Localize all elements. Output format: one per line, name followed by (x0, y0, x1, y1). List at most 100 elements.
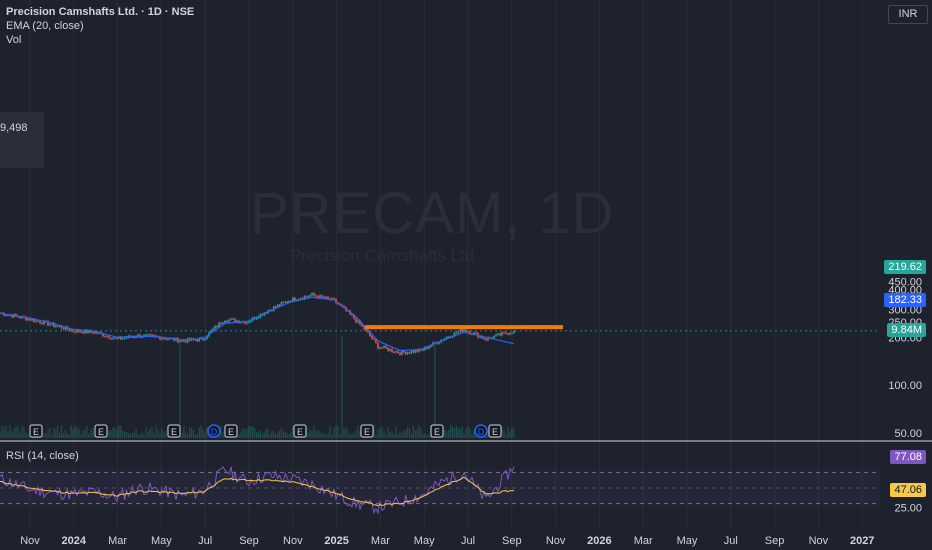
volume-bar (271, 430, 273, 438)
event-marker-e[interactable]: E (488, 424, 502, 438)
candle-body (307, 296, 309, 298)
volume-legend[interactable]: Vol (6, 34, 22, 46)
volume-bar (463, 433, 465, 438)
volume-bar (341, 336, 343, 438)
candle-body (501, 332, 503, 336)
price-candles (0, 292, 515, 356)
candle-body (288, 301, 290, 303)
candle-body (27, 318, 29, 321)
candle-body (404, 352, 407, 355)
volume-bar (74, 426, 76, 438)
event-marker-d[interactable]: D (474, 424, 488, 438)
ema-legend[interactable]: EMA (20, close) (6, 20, 84, 32)
candle-body (33, 319, 35, 322)
candle-body (224, 321, 226, 323)
currency-button[interactable]: INR (888, 5, 928, 24)
candle-body (15, 314, 17, 316)
volume-bar (9, 425, 11, 438)
event-marker-d[interactable]: D (207, 424, 221, 438)
chart-title[interactable]: Precision Camshafts Ltd. · 1D · NSE (6, 6, 195, 18)
candle-body (509, 333, 511, 335)
candle-body (159, 336, 161, 340)
event-marker-e[interactable]: E (94, 424, 108, 438)
volume-bar (27, 433, 29, 438)
candle-body (123, 337, 126, 339)
candle-body (257, 317, 260, 319)
event-marker-label: E (434, 427, 440, 437)
candle-body (361, 324, 363, 327)
rsi-legend[interactable]: RSI (14, close) (6, 450, 79, 462)
volume-bar (7, 431, 9, 438)
volume-bar (135, 428, 137, 438)
candle-body (185, 340, 187, 343)
candle-body (422, 349, 424, 351)
time-axis-label: Mar (371, 535, 390, 547)
event-marker-e[interactable]: E (430, 424, 444, 438)
candle-body (321, 295, 323, 297)
volume-bar (311, 430, 313, 438)
candle-body (294, 297, 296, 301)
candle-body (412, 350, 415, 353)
candle-body (505, 332, 507, 334)
event-marker-e[interactable]: E (293, 424, 307, 438)
candle-body (218, 322, 220, 327)
volume-badge: 9.84M (887, 323, 926, 337)
candle-body (397, 351, 399, 353)
candle-body (255, 317, 258, 320)
volume-bar (343, 428, 345, 438)
volume-bar (153, 433, 155, 438)
event-marker-e[interactable]: E (224, 424, 238, 438)
candle-body (43, 320, 45, 325)
event-marker-e[interactable]: E (167, 424, 181, 438)
volume-bar (397, 434, 399, 438)
candle-body (151, 334, 153, 336)
candle-body (513, 330, 515, 333)
volume-bar (179, 344, 181, 438)
volume-bar (68, 434, 70, 438)
candle-body (62, 328, 65, 330)
candle-body (333, 298, 335, 300)
volume-bar (51, 434, 53, 438)
candle-body (58, 326, 61, 328)
candle-body (327, 296, 329, 299)
candle-body (399, 352, 401, 355)
candle-body (135, 337, 137, 339)
volume-bar (315, 430, 317, 438)
event-marker-e[interactable]: E (29, 424, 43, 438)
volume-bar (139, 434, 141, 438)
earnings-marker-box (29, 424, 43, 438)
volume-bar (21, 426, 23, 438)
volume-bar (70, 425, 72, 438)
volume-bar (165, 429, 167, 438)
volume-bar (157, 429, 159, 438)
candle-body (309, 295, 311, 297)
volume-bar (267, 428, 269, 438)
candle-body (104, 336, 106, 338)
volume-bar (110, 430, 112, 438)
volume-bar (505, 434, 507, 438)
volume-bar (391, 431, 393, 438)
volume-bar (288, 433, 290, 438)
volume-bar (66, 433, 68, 438)
time-axis-label: Nov (809, 535, 829, 547)
candle-body (299, 298, 302, 300)
volume-bars (0, 336, 515, 438)
candle-body (35, 320, 37, 322)
candle-body (418, 349, 420, 352)
volume-bar (410, 433, 413, 438)
event-marker-label: E (364, 427, 370, 437)
volume-bar (47, 429, 49, 438)
candle-body (467, 331, 469, 333)
candle-body (317, 296, 319, 299)
candle-body (72, 330, 74, 332)
event-marker-e[interactable]: E (360, 424, 374, 438)
rsi-ma-line (0, 476, 515, 507)
candle-body (481, 336, 483, 339)
candle-body (163, 338, 165, 340)
earnings-marker-box (488, 424, 502, 438)
candle-body (120, 336, 122, 340)
candle-body (292, 297, 294, 302)
volume-bar (200, 425, 202, 438)
volume-bar (43, 433, 45, 438)
